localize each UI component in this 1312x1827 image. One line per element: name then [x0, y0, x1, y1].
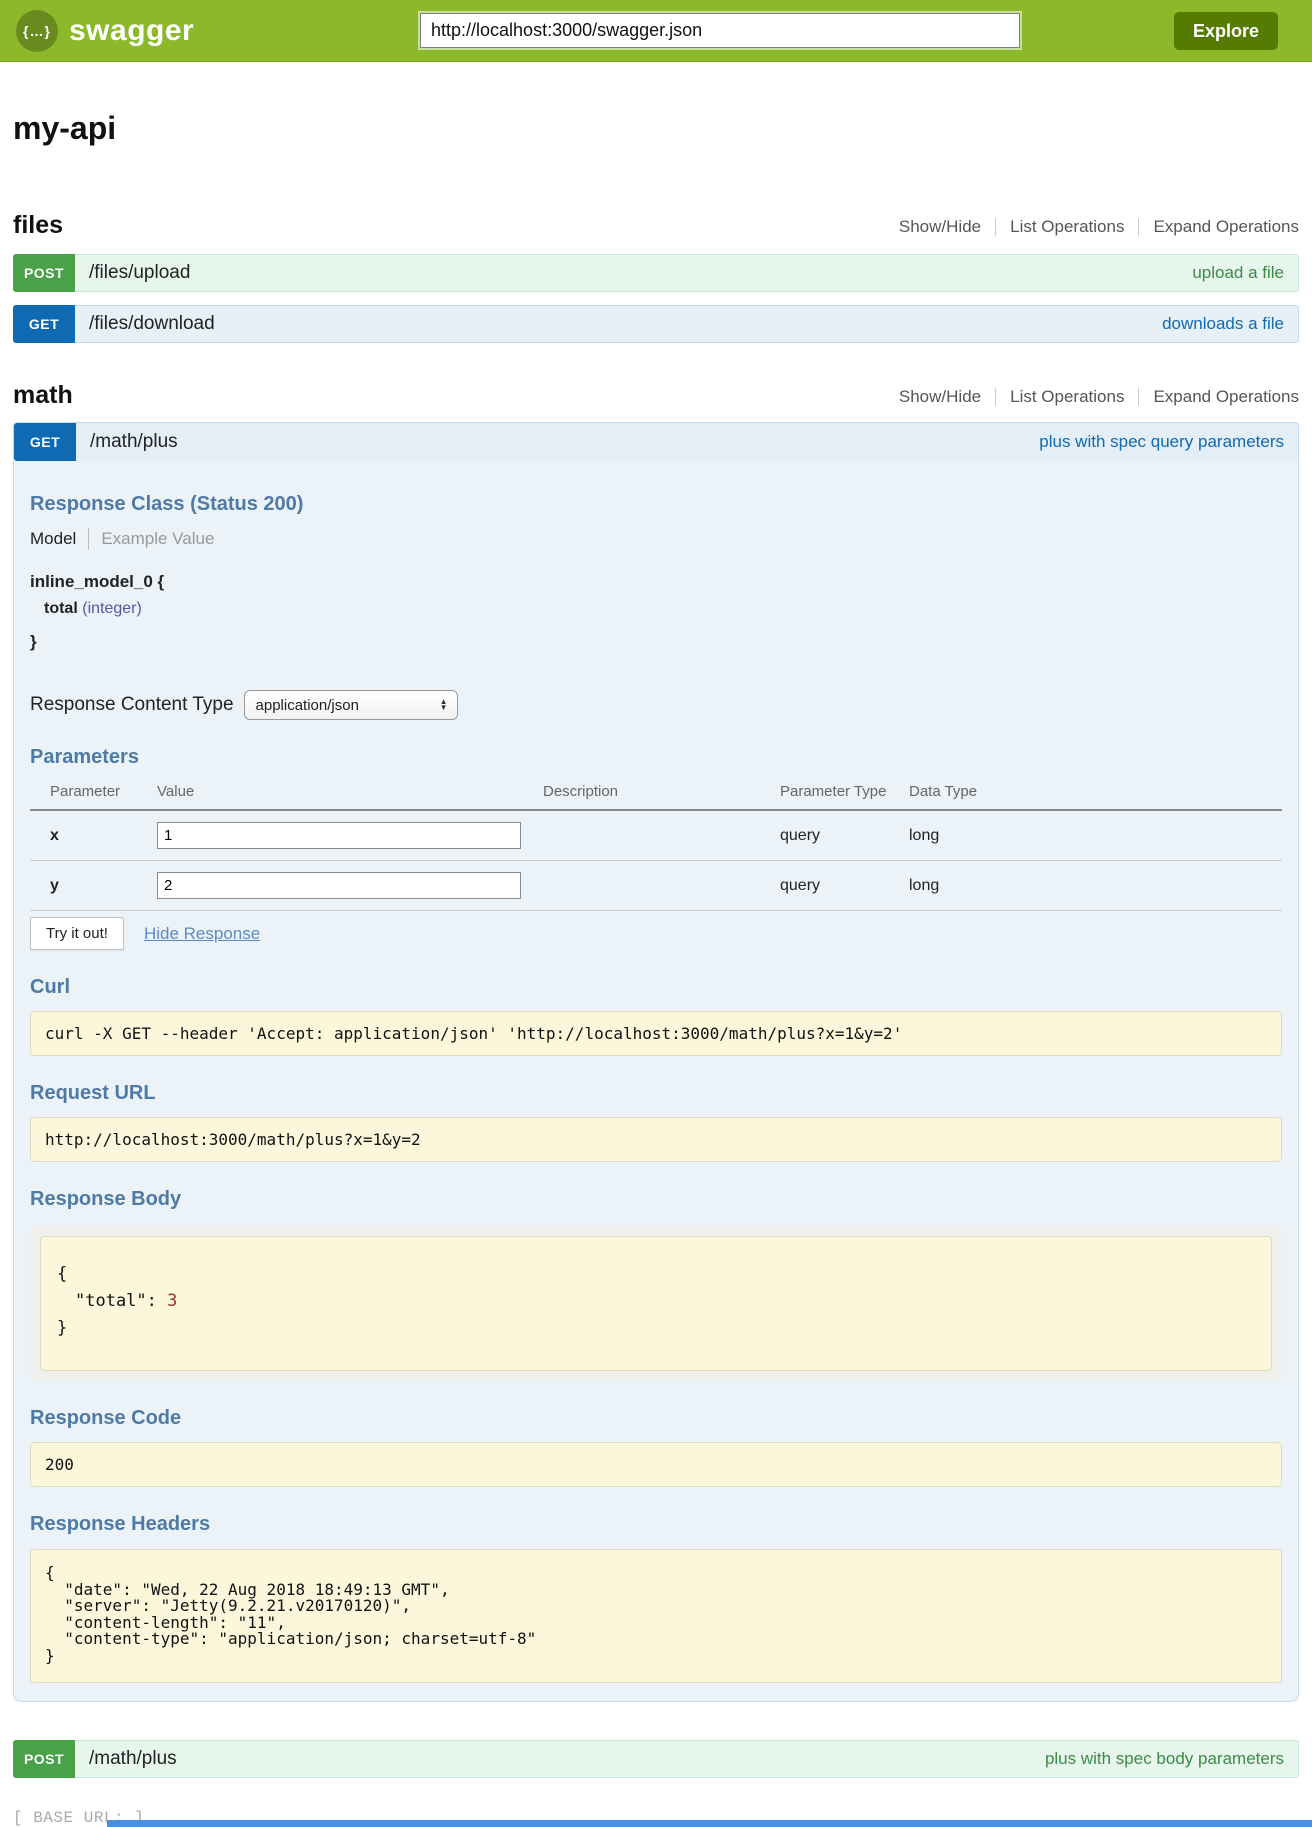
json-open-brace: {: [57, 1264, 68, 1284]
param-type: query: [780, 861, 909, 911]
response-content-type-select[interactable]: application/json ▲ ▼: [243, 690, 458, 720]
param-name: x: [30, 811, 157, 861]
response-headers-box: { "date": "Wed, 22 Aug 2018 18:49:13 GMT…: [30, 1549, 1282, 1683]
method-badge-post[interactable]: POST: [13, 254, 75, 292]
param-data-type: long: [909, 861, 1282, 911]
explore-button[interactable]: Explore: [1173, 12, 1278, 50]
expand-operations-link[interactable]: Expand Operations: [1153, 217, 1299, 236]
model-signature: inline_model_0 { total (integer) }: [30, 572, 1282, 652]
endpoint-row-math-plus-post[interactable]: POST /math/plus plus with spec body para…: [13, 1740, 1299, 1778]
hide-response-link[interactable]: Hide Response: [143, 923, 261, 943]
bottom-bar: [107, 1820, 1312, 1827]
page-title: my-api: [13, 110, 117, 146]
response-code-box: 200: [30, 1442, 1282, 1487]
files-ops-links: Show/Hide List Operations Expand Operati…: [899, 217, 1299, 240]
swagger-logo-text: swagger: [69, 13, 195, 47]
parameters-heading: Parameters: [30, 746, 139, 768]
request-url-heading: Request URL: [30, 1082, 156, 1104]
model-name: inline_model_0 {: [30, 572, 165, 591]
links-divider: [1138, 388, 1140, 406]
section-head-math: math Show/Hide List Operations Expand Op…: [13, 381, 1299, 410]
method-badge-get[interactable]: GET: [14, 423, 76, 461]
math-ops-links: Show/Hide List Operations Expand Operati…: [899, 387, 1299, 410]
show-hide-link[interactable]: Show/Hide: [898, 217, 982, 236]
curl-heading: Curl: [30, 976, 70, 998]
endpoint-summary[interactable]: plus with spec body parameters: [1044, 1749, 1284, 1768]
list-operations-link[interactable]: List Operations: [1010, 217, 1125, 236]
endpoint-summary[interactable]: plus with spec query parameters: [1039, 432, 1284, 451]
method-badge-get[interactable]: GET: [13, 305, 75, 343]
param-type: query: [780, 811, 909, 861]
section-title-files: files: [13, 211, 64, 239]
param-value-cell: [157, 861, 543, 911]
try-row: Try it out! Hide Response: [30, 917, 1282, 950]
list-operations-link[interactable]: List Operations: [1010, 387, 1125, 406]
json-total-line: "total": 3: [57, 1288, 1255, 1315]
param-description: [543, 811, 780, 861]
links-divider: [995, 388, 997, 406]
endpoint-summary[interactable]: upload a file: [1192, 263, 1284, 282]
links-divider: [995, 218, 997, 236]
param-description: [543, 861, 780, 911]
response-headers-heading: Response Headers: [30, 1513, 211, 1535]
endpoint-summary[interactable]: downloads a file: [1162, 314, 1284, 333]
endpoint-path[interactable]: /files/download: [89, 313, 215, 334]
col-header-value: Value: [157, 779, 543, 811]
response-content-type-row: Response Content Type application/json ▲…: [30, 690, 1282, 720]
endpoint-row-files-download[interactable]: GET /files/download downloads a file: [13, 305, 1299, 343]
parameters-table: Parameter Value Description Parameter Ty…: [30, 779, 1282, 911]
param-name: y: [30, 861, 157, 911]
show-hide-link[interactable]: Show/Hide: [898, 387, 982, 406]
property-type: (integer): [82, 600, 142, 617]
response-class-heading: Response Class (Status 200): [30, 493, 304, 515]
expand-operations-link[interactable]: Expand Operations: [1153, 387, 1299, 406]
swagger-logo: {…} swagger: [16, 9, 195, 52]
app-header: {…} swagger Explore: [0, 0, 1312, 62]
response-code-heading: Response Code: [30, 1407, 182, 1429]
content-wrap: my-api files Show/Hide List Operations E…: [13, 110, 1299, 1827]
links-divider: [1138, 218, 1140, 236]
param-data-type: long: [909, 811, 1282, 861]
response-body-heading: Response Body: [30, 1188, 182, 1210]
col-header-parameter-type: Parameter Type: [780, 779, 909, 811]
endpoint-path[interactable]: /math/plus: [89, 1748, 177, 1769]
response-body-box: { "total": 3 }: [40, 1236, 1272, 1371]
try-it-out-button[interactable]: Try it out!: [30, 917, 124, 950]
endpoint-path[interactable]: /math/plus: [90, 431, 178, 452]
endpoint-path[interactable]: /files/upload: [89, 262, 191, 283]
operation-get-math-plus: GET /math/plus plus with spec query para…: [13, 422, 1299, 1702]
spec-url-input[interactable]: [418, 11, 1022, 50]
response-content-type-label: Response Content Type: [30, 694, 234, 715]
section-head-files: files Show/Hide List Operations Expand O…: [13, 211, 1299, 240]
endpoint-row-files-upload[interactable]: POST /files/upload upload a file: [13, 254, 1299, 292]
param-x-input[interactable]: [157, 822, 521, 849]
method-badge-post[interactable]: POST: [13, 1740, 75, 1778]
json-close-brace: }: [57, 1318, 68, 1338]
curl-command-box: curl -X GET --header 'Accept: applicatio…: [30, 1011, 1282, 1056]
model-property: total (integer): [30, 600, 1282, 618]
tab-example-value[interactable]: Example Value: [101, 529, 215, 548]
model-close-brace: }: [30, 632, 37, 651]
col-header-data-type: Data Type: [909, 779, 1282, 811]
section-title-math: math: [13, 381, 73, 409]
model-tabs: Model Example Value: [30, 528, 1282, 550]
swagger-logo-icon: {…}: [16, 9, 58, 52]
param-y-input[interactable]: [157, 872, 521, 899]
tab-divider: [88, 528, 90, 550]
endpoint-row-math-plus-get[interactable]: GET /math/plus plus with spec query para…: [14, 423, 1298, 461]
property-name: total: [44, 600, 78, 617]
param-value-cell: [157, 811, 543, 861]
request-url-box: http://localhost:3000/math/plus?x=1&y=2: [30, 1117, 1282, 1162]
selected-content-type: application/json: [255, 696, 359, 714]
json-value: 3: [167, 1291, 178, 1311]
col-header-description: Description: [543, 779, 780, 811]
operation-content: Response Class (Status 200) Model Exampl…: [14, 461, 1298, 1701]
response-body-container: { "total": 3 }: [30, 1226, 1282, 1381]
col-header-parameter: Parameter: [30, 779, 157, 811]
json-key: "total":: [75, 1291, 157, 1311]
response-headers-text: { "date": "Wed, 22 Aug 2018 18:49:13 GMT…: [45, 1563, 537, 1665]
tab-model[interactable]: Model: [30, 529, 77, 548]
select-arrows-icon: ▲ ▼: [439, 697, 448, 712]
